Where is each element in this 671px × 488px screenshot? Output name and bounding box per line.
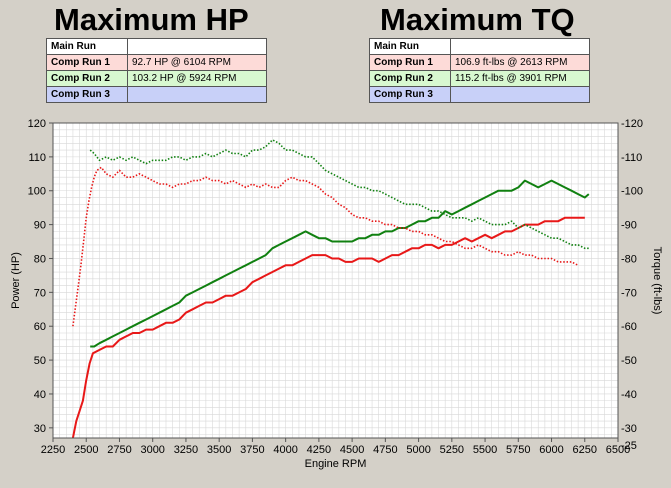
hp-row-label: Comp Run 2 [46, 70, 128, 87]
tq-row-label: Comp Run 3 [369, 86, 451, 103]
y-right-tick-label: -30 [621, 423, 637, 435]
x-tick-label: 2750 [107, 444, 131, 456]
x-tick-label: 5000 [406, 444, 430, 456]
tq-row-label: Comp Run 1 [369, 54, 451, 71]
y-axis-left: 30 40 50 60 70 80 90 100 110 120 [28, 118, 53, 435]
y-right-tick-label: -70 [621, 287, 637, 299]
y-left-tick-label: 70 [34, 287, 46, 299]
tq-row-value [450, 38, 590, 55]
y-left-tick-label: 110 [28, 152, 46, 164]
x-tick-label: 3000 [140, 444, 164, 456]
y-axis-left-label: Power (HP) [10, 252, 22, 309]
x-axis-label: Engine RPM [305, 458, 367, 470]
x-tick-label: 3250 [174, 444, 198, 456]
tq-row-value: 106.9 ft-lbs @ 2613 RPM [450, 54, 590, 71]
dyno-chart: 2250 2500 2750 3000 3250 3500 3750 4000 4250 4500… [10, 118, 663, 470]
hp-row-label: Comp Run 1 [46, 54, 128, 71]
y-axis-right: -25 -30 -40 -50 -60 -70 -80 -90 -100 -110 -120 [621, 118, 643, 452]
tq-row-value [450, 86, 590, 103]
y-axis-right-label: Torque (ft-lbs) [651, 247, 663, 315]
tq-row-label: Main Run [369, 38, 451, 55]
x-tick-label: 2500 [74, 444, 98, 456]
max-hp-title: Maximum HP [54, 2, 249, 37]
y-right-tick-label: -25 [621, 440, 637, 452]
hp-row-comp-run-2: Comp Run 2 103.2 HP @ 5924 RPM [46, 70, 267, 87]
y-left-tick-label: 30 [34, 423, 46, 435]
x-tick-label: 3750 [240, 444, 264, 456]
y-right-tick-label: -90 [621, 220, 637, 232]
hp-row-value: 103.2 HP @ 5924 RPM [127, 70, 267, 87]
y-left-tick-label: 100 [28, 186, 46, 198]
series-layer [71, 139, 590, 439]
x-tick-label: 6250 [573, 444, 597, 456]
x-tick-label: 6000 [539, 444, 563, 456]
hp-row-label: Comp Run 3 [46, 86, 128, 103]
y-left-tick-label: 40 [34, 389, 46, 401]
y-left-tick-label: 80 [34, 253, 46, 265]
hp-row-value [127, 86, 267, 103]
tq-row-value: 115.2 ft-lbs @ 3901 RPM [450, 70, 590, 87]
plot-area [53, 123, 618, 438]
series-torque-comp-run-1 [72, 166, 579, 327]
hp-row-value: 92.7 HP @ 6104 RPM [127, 54, 267, 71]
series-power-comp-run-2 [90, 179, 590, 348]
x-tick-label: 4250 [307, 444, 331, 456]
y-right-tick-label: -120 [621, 118, 643, 130]
y-right-tick-label: -50 [621, 355, 637, 367]
y-left-tick-label: 60 [34, 321, 46, 333]
y-left-tick-label: 50 [34, 355, 46, 367]
max-tq-title: Maximum TQ [380, 2, 575, 37]
y-right-tick-label: -80 [621, 253, 637, 265]
x-tick-label: 6500 [606, 444, 630, 456]
x-tick-label: 4000 [273, 444, 297, 456]
y-left-tick-label: 90 [34, 220, 46, 232]
tq-row-comp-run-1: Comp Run 1 106.9 ft-lbs @ 2613 RPM [369, 54, 590, 71]
x-tick-label: 5500 [473, 444, 497, 456]
x-tick-label: 2250 [41, 444, 65, 456]
hp-row-main-run: Main Run [46, 38, 267, 55]
y-right-tick-label: -100 [621, 186, 643, 198]
plot-frame [52, 122, 619, 439]
y-right-tick-label: -110 [621, 152, 642, 164]
grid [52, 122, 619, 438]
y-right-tick-label: -60 [621, 321, 637, 333]
tq-row-comp-run-2: Comp Run 2 115.2 ft-lbs @ 3901 RPM [369, 70, 590, 87]
x-tick-label: 3500 [207, 444, 231, 456]
tq-row-main-run: Main Run [369, 38, 590, 55]
y-right-tick-label: -40 [621, 389, 637, 401]
hp-row-comp-run-1: Comp Run 1 92.7 HP @ 6104 RPM [46, 54, 267, 71]
y-left-tick-label: 120 [28, 118, 46, 130]
x-tick-label: 4750 [373, 444, 397, 456]
tq-row-label: Comp Run 2 [369, 70, 451, 87]
max-hp-table: Main Run Comp Run 1 92.7 HP @ 6104 RPM Co… [46, 38, 267, 103]
hp-row-label: Main Run [46, 38, 128, 55]
hp-row-comp-run-3: Comp Run 3 [46, 86, 267, 103]
max-tq-table: Main Run Comp Run 1 106.9 ft-lbs @ 2613 R… [369, 38, 590, 103]
hp-row-value [127, 38, 267, 55]
x-tick-label: 4500 [340, 444, 364, 456]
x-tick-label: 5250 [440, 444, 464, 456]
series-power-comp-run-1 [71, 216, 585, 439]
x-axis: 2250 2500 2750 3000 3250 3500 3750 4000 4250 4500… [41, 438, 630, 456]
tq-row-comp-run-3: Comp Run 3 [369, 86, 590, 103]
x-tick-label: 5750 [506, 444, 530, 456]
